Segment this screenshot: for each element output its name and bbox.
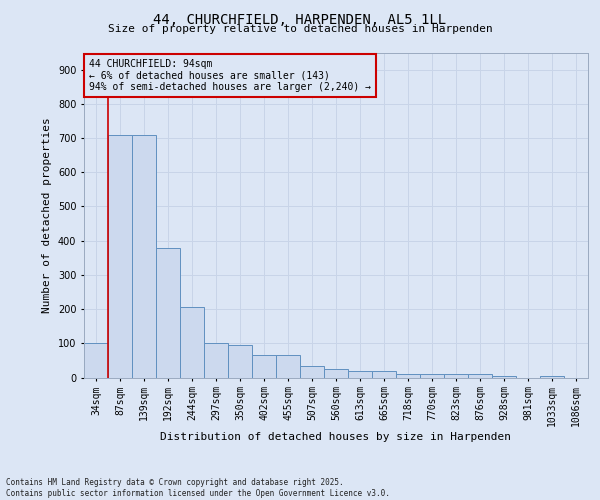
Bar bbox=[396, 374, 420, 378]
Y-axis label: Number of detached properties: Number of detached properties bbox=[43, 117, 52, 313]
Bar bbox=[180, 308, 204, 378]
Bar bbox=[84, 344, 108, 378]
X-axis label: Distribution of detached houses by size in Harpenden: Distribution of detached houses by size … bbox=[161, 432, 511, 442]
Bar bbox=[228, 345, 252, 378]
Bar bbox=[276, 356, 300, 378]
Bar bbox=[324, 369, 348, 378]
Bar bbox=[492, 376, 516, 378]
Bar bbox=[468, 374, 492, 378]
Text: Contains HM Land Registry data © Crown copyright and database right 2025.
Contai: Contains HM Land Registry data © Crown c… bbox=[6, 478, 390, 498]
Text: 44 CHURCHFIELD: 94sqm
← 6% of detached houses are smaller (143)
94% of semi-deta: 44 CHURCHFIELD: 94sqm ← 6% of detached h… bbox=[89, 59, 371, 92]
Bar bbox=[540, 376, 564, 378]
Bar bbox=[348, 370, 372, 378]
Bar bbox=[300, 366, 324, 378]
Bar bbox=[108, 134, 132, 378]
Bar bbox=[444, 374, 468, 378]
Bar bbox=[372, 370, 396, 378]
Bar bbox=[132, 134, 156, 378]
Text: 44, CHURCHFIELD, HARPENDEN, AL5 1LL: 44, CHURCHFIELD, HARPENDEN, AL5 1LL bbox=[154, 12, 446, 26]
Bar bbox=[252, 356, 276, 378]
Bar bbox=[156, 248, 180, 378]
Text: Size of property relative to detached houses in Harpenden: Size of property relative to detached ho… bbox=[107, 24, 493, 34]
Bar bbox=[420, 374, 444, 378]
Bar bbox=[204, 344, 228, 378]
